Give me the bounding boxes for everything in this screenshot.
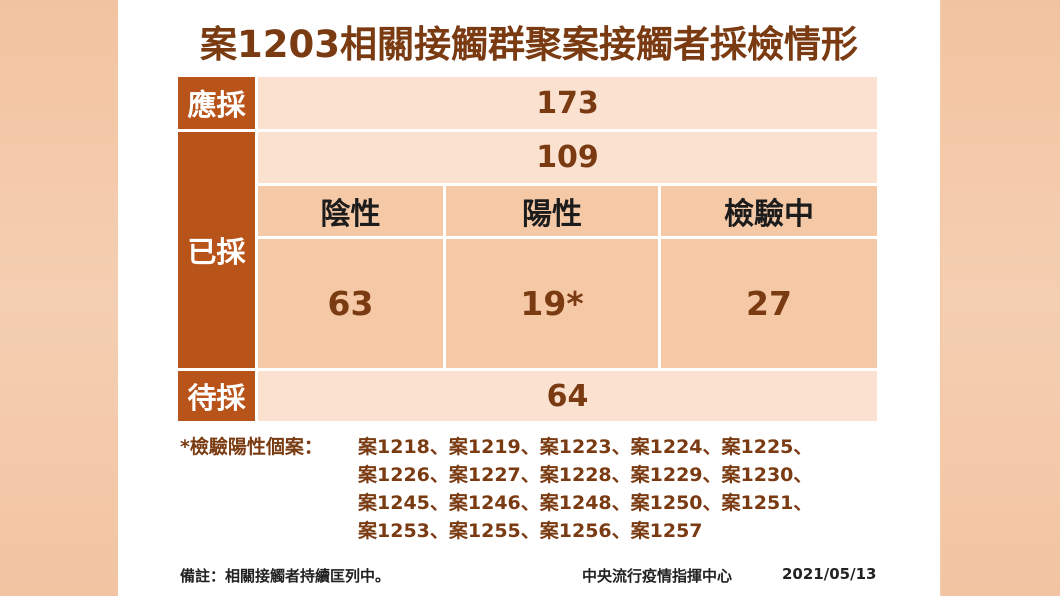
positive-header: 陽性 (446, 186, 658, 236)
testing-value: 27 (661, 239, 877, 368)
positive-cases-prefix: *檢驗陽性個案： (180, 436, 323, 458)
negative-header: 陰性 (258, 186, 443, 236)
positive-cases-line-1: 案1218、案1219、案1223、案1224、案1225、 (358, 436, 813, 458)
should-sample-value: 173 (258, 77, 877, 129)
background-left (0, 0, 118, 596)
sampled-label: 已採 (178, 132, 255, 368)
date-text: 2021/05/13 (782, 565, 877, 583)
should-sample-label: 應採 (178, 77, 255, 129)
page-title: 案1203相關接觸群聚案接觸者採檢情形 (200, 23, 858, 66)
pending-value: 64 (258, 371, 877, 421)
background-right (942, 0, 1060, 596)
infographic-card: 案1203相關接觸群聚案接觸者採檢情形 應採 173 已採 109 陰性 陽性 … (118, 0, 940, 596)
pending-label: 待採 (178, 371, 255, 421)
negative-value: 63 (258, 239, 443, 368)
testing-header: 檢驗中 (661, 186, 877, 236)
positive-cases-line-2: 案1226、案1227、案1228、案1229、案1230、 (358, 464, 813, 486)
sampled-value: 109 (258, 132, 877, 183)
source-text: 中央流行疫情指揮中心 (582, 567, 733, 585)
positive-value: 19* (446, 239, 658, 368)
positive-cases-line-3: 案1245、案1246、案1248、案1250、案1251、 (358, 492, 813, 514)
positive-cases-line-4: 案1253、案1255、案1256、案1257 (358, 520, 703, 542)
remark-text: 備註：相關接觸者持續匡列中。 (180, 567, 391, 585)
